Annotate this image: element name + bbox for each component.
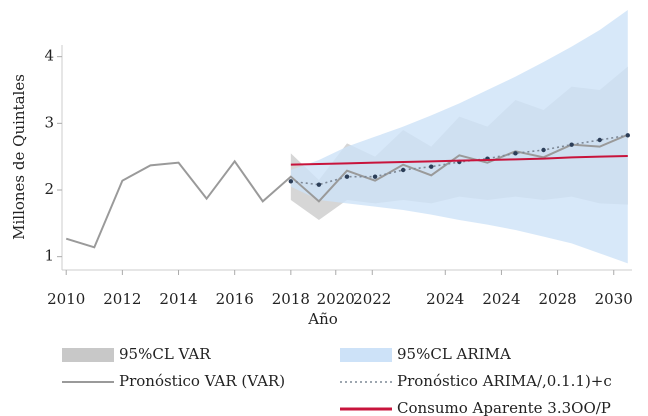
point — [372, 174, 378, 179]
x-tick-label: 2012 — [103, 290, 141, 308]
x-tick-label: 2030 — [595, 290, 633, 308]
y-tick-label: 4 — [44, 47, 54, 65]
legend-label: Consumo Aparente 3.3OO/P — [397, 399, 611, 416]
legend-label: 95%CL ARIMA — [397, 345, 511, 363]
point — [344, 174, 350, 179]
y-tick-label: 2 — [44, 180, 54, 198]
x-tick-label: 2020 — [317, 290, 355, 308]
series-line — [65, 133, 629, 249]
legend-label: Pronóstico ARIMA/,0.1.1)+c — [397, 372, 612, 390]
point — [288, 179, 294, 184]
y-tick-label: 1 — [44, 247, 54, 265]
point — [400, 167, 406, 173]
x-tick-label: 2022 — [353, 290, 391, 308]
series-line — [290, 155, 628, 166]
x-tick-label: 2028 — [538, 290, 576, 308]
legend-swatch — [340, 348, 392, 362]
x-tick-label: 2024 — [426, 290, 464, 308]
point — [429, 164, 434, 169]
point — [316, 182, 322, 187]
point — [569, 142, 574, 147]
point — [513, 151, 518, 156]
x-axis-label: Año — [307, 310, 338, 328]
legend-swatch — [62, 348, 114, 362]
y-axis-label: Millones de Quintales — [10, 74, 28, 240]
y-tick-label: 3 — [44, 113, 54, 131]
legend-label: Pronóstico VAR (VAR) — [119, 372, 285, 390]
plot-area — [65, 10, 630, 264]
x-tick-label: 2024 — [482, 290, 520, 308]
point — [625, 133, 630, 138]
x-tick-label: 2010 — [47, 290, 85, 308]
x-tick-label: 2016 — [216, 290, 254, 308]
x-tick-label: 2014 — [159, 290, 197, 308]
confidence-band — [290, 10, 628, 264]
x-tick-label: 2018 — [272, 290, 310, 308]
point — [597, 137, 602, 143]
legend-label: 95%CL VAR — [119, 345, 211, 363]
point — [541, 147, 546, 153]
